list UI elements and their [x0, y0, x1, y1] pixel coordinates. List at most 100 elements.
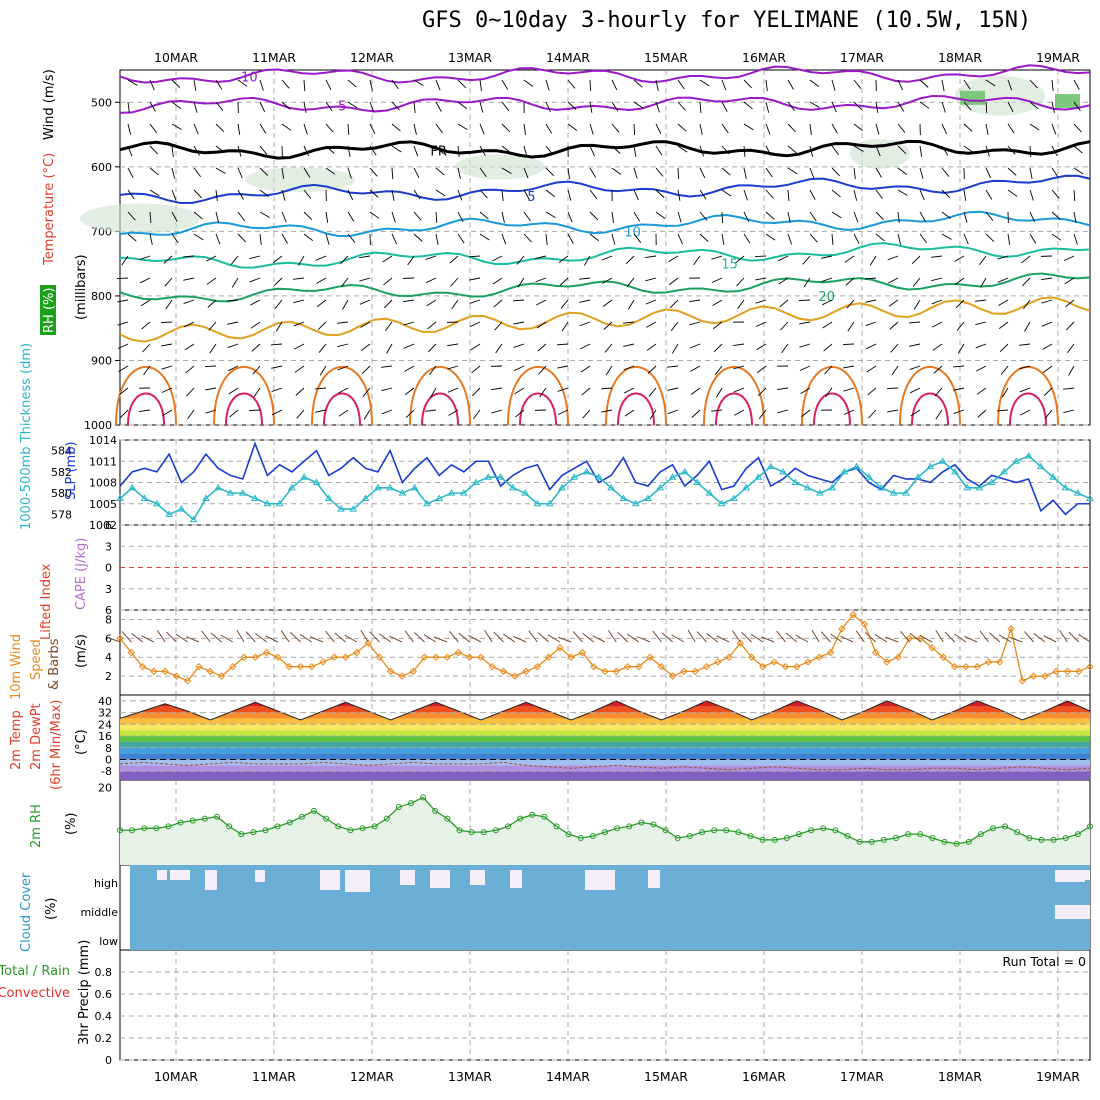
wind10-point [962, 662, 970, 671]
wind-barb [721, 101, 728, 112]
wind-barb [589, 167, 597, 178]
wind-barb [985, 79, 996, 87]
wind-barb [539, 387, 547, 398]
wind-barb [193, 167, 201, 178]
wind-barb [889, 321, 899, 330]
wind-barb [655, 145, 663, 156]
wind-barb [655, 79, 659, 91]
rh2-point [274, 823, 281, 830]
wind-barb [316, 299, 327, 307]
thickness-point [730, 494, 738, 501]
wind10-point [262, 648, 271, 657]
temp-band [120, 730, 1090, 737]
wind10-barb [413, 632, 425, 643]
wind-barb [847, 321, 855, 332]
wind-barb [347, 211, 355, 222]
wind10-point [499, 667, 508, 676]
thickness-point [116, 494, 124, 501]
rh2-tick-label: 20 [98, 782, 112, 795]
wind-barb [891, 365, 899, 376]
wind-barb [721, 123, 729, 134]
wind-barb [919, 233, 927, 244]
wind10-point [770, 658, 778, 666]
rh2-point [541, 813, 548, 820]
wind-barb [897, 233, 902, 245]
rh-shading [455, 154, 545, 180]
thickness-point [447, 489, 456, 496]
wind-barb [677, 233, 683, 245]
wind-barb [171, 101, 182, 109]
rh2-point [129, 827, 136, 834]
wind-barb [980, 277, 987, 288]
wind-barb [843, 387, 855, 392]
thickness-point [803, 483, 812, 491]
wind-barb [677, 123, 687, 132]
wind-barb [171, 123, 182, 130]
thickness-point [214, 483, 223, 491]
wind10-point [488, 662, 496, 671]
thickness-point [251, 494, 259, 501]
wind-barb [149, 145, 158, 155]
wind-barb [473, 409, 481, 420]
wind10-barb [131, 632, 143, 643]
wind-barb [633, 233, 642, 243]
wind10-point [285, 662, 293, 671]
pressure-tick-label: 1000 [84, 419, 112, 432]
wind-barb [512, 299, 525, 302]
wind-barb [205, 387, 217, 391]
wind-barb [227, 299, 239, 302]
wind-barb [897, 145, 907, 154]
wind10-barb [1008, 636, 1023, 643]
rh2-point [492, 827, 499, 834]
cloud-gap [205, 870, 217, 890]
rh2-unit-label: (%) [64, 813, 79, 836]
rh2-point [953, 840, 960, 847]
wind-barb [985, 145, 990, 157]
wind-barb [413, 211, 422, 221]
wind-barb [875, 189, 883, 200]
wind-barb [249, 255, 261, 260]
thickness-point [398, 489, 407, 496]
wind-barb [545, 189, 555, 198]
pressure-tick-label: 600 [91, 161, 112, 174]
wind-barb [215, 233, 221, 245]
thickness-point [312, 478, 321, 485]
wind-barb [623, 343, 635, 347]
wind10-barb [776, 630, 786, 643]
wind10-point [183, 677, 192, 685]
wind-barb [413, 123, 417, 135]
wind-barb [545, 145, 554, 155]
temp-tick-label: 8 [105, 742, 112, 755]
wind-barb [501, 211, 505, 223]
wind-barb [1065, 299, 1075, 308]
cloud-gap-middle [1055, 905, 1090, 919]
rh2-point [395, 804, 402, 811]
wind-barb [517, 277, 525, 288]
wind-barb [778, 277, 789, 285]
precip-axis-label: 3hr Precip (mm) [77, 940, 92, 1045]
thickness-point [975, 483, 984, 491]
rh2-point [117, 827, 123, 834]
wind10-barb [166, 631, 177, 643]
wind10-barb [448, 630, 459, 643]
wind10-unit-label: (m/s) [74, 634, 89, 668]
wind-barb [941, 167, 950, 177]
thickness-point [1061, 483, 1070, 491]
slp-tick-label: 1011 [89, 455, 117, 468]
boundary-layer-contour-inner [911, 392, 949, 426]
rh2-point [880, 836, 887, 843]
wind10-barb [761, 636, 775, 643]
wind-barb [342, 299, 349, 310]
wind-barb [535, 255, 547, 259]
rh2-point [759, 836, 766, 843]
wind-barb [963, 211, 968, 223]
date-label-bottom: 10MAR [154, 1069, 198, 1084]
wind-barb [470, 343, 481, 351]
wind10-barb [299, 633, 313, 643]
rh2-point [614, 825, 621, 832]
wind-barb [281, 101, 291, 110]
wind10-barb [156, 630, 166, 643]
wind-barb [865, 299, 877, 303]
wind-barb [765, 233, 776, 241]
rh2-point [1050, 836, 1057, 843]
